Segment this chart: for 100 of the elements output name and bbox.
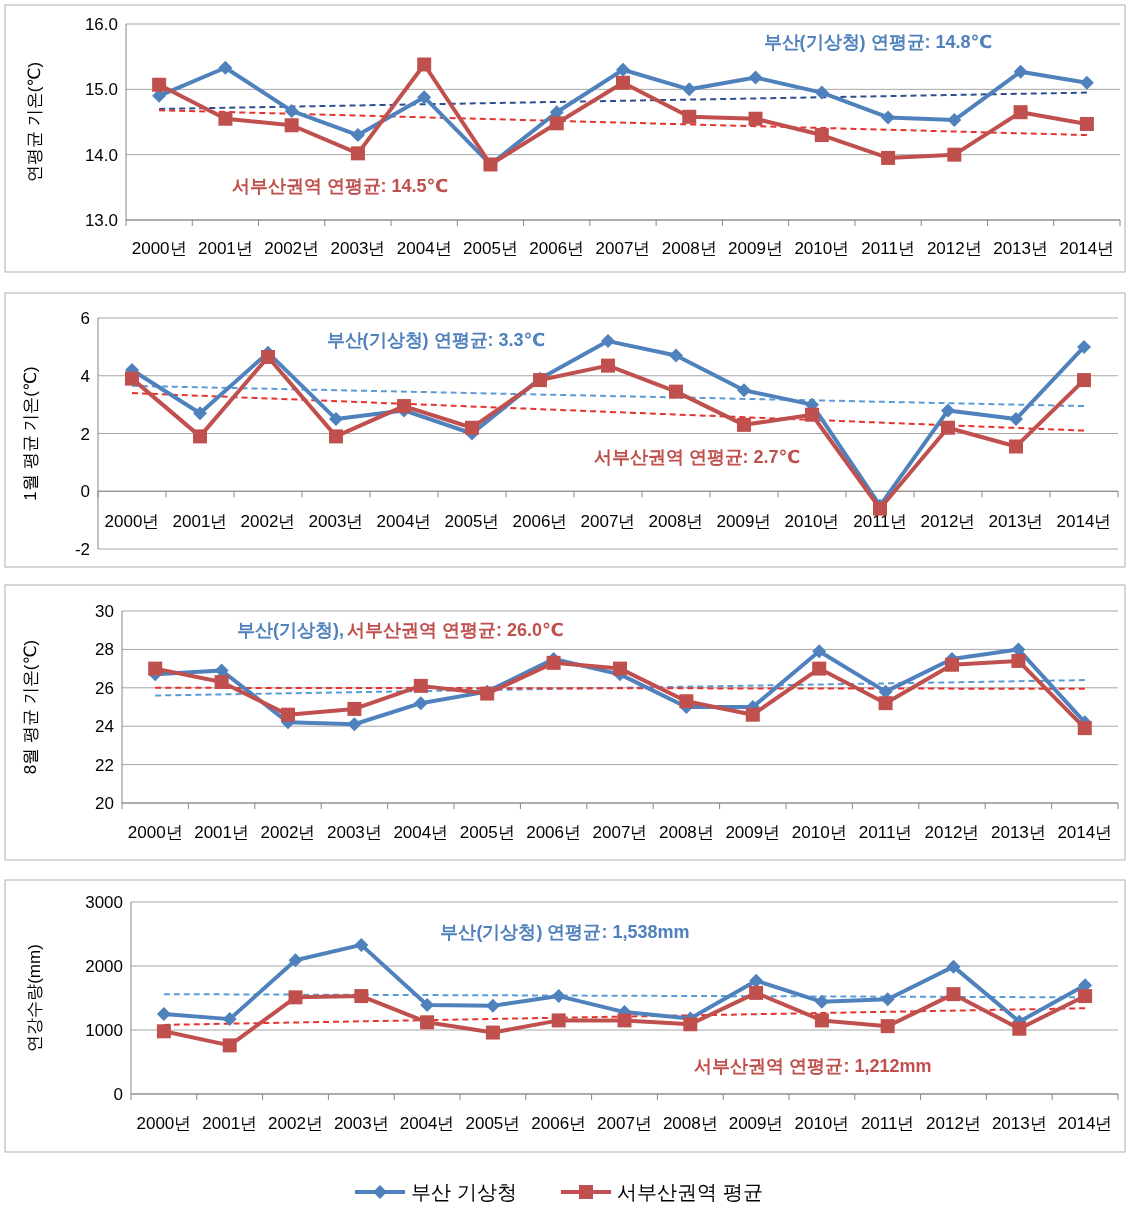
point <box>881 110 896 125</box>
y-tick-label: 0 <box>113 1085 123 1104</box>
point <box>941 420 955 435</box>
point <box>814 1013 829 1028</box>
point <box>1077 339 1091 354</box>
point <box>329 429 343 444</box>
point <box>683 1017 698 1032</box>
x-tick-label: 2000년 <box>136 1114 192 1133</box>
x-tick-label: 2000년 <box>104 512 160 532</box>
x-tick-label: 2008년 <box>661 239 717 258</box>
point <box>1012 1021 1027 1036</box>
point <box>347 701 362 716</box>
point <box>1013 105 1028 120</box>
point <box>737 383 751 398</box>
point <box>601 334 615 349</box>
point <box>616 62 630 77</box>
point <box>682 82 697 97</box>
y-tick-label: 3000 <box>85 893 123 912</box>
x-tick-label: 2007년 <box>580 512 636 532</box>
point <box>878 696 893 711</box>
x-tick-label: 2004년 <box>399 1114 455 1133</box>
point <box>1011 653 1026 668</box>
point <box>125 371 139 386</box>
point <box>748 70 763 85</box>
point <box>417 90 432 105</box>
x-tick-label: 2000년 <box>131 239 187 258</box>
point <box>413 696 428 711</box>
annotation: 부산(기상청) 연평균: 1,538mm <box>440 922 690 942</box>
x-tick-label: 2010년 <box>794 1114 850 1133</box>
x-tick-label: 2013년 <box>988 512 1044 532</box>
point <box>616 75 630 90</box>
point <box>1077 721 1092 736</box>
x-tick-label: 2007년 <box>592 823 648 842</box>
x-tick-label: 2011년 <box>853 512 907 532</box>
x-tick-label: 2007년 <box>595 239 651 258</box>
x-tick-label: 2011년 <box>860 1114 915 1133</box>
x-tick-label: 2003년 <box>308 512 364 532</box>
point <box>288 990 303 1005</box>
point <box>485 998 500 1013</box>
annotation: 부산(기상청) 연평균: 14.8℃ <box>763 32 993 52</box>
point <box>1079 75 1094 90</box>
annotation: 서부산권역 연평균: 2.7℃ <box>593 447 801 467</box>
x-tick-label: 2003년 <box>333 1114 389 1133</box>
x-tick-label: 2003년 <box>326 823 382 842</box>
point <box>941 403 955 418</box>
point <box>669 348 683 363</box>
x-tick-label: 2013년 <box>993 239 1049 258</box>
legend-label: 부산 기상청 <box>411 1181 517 1203</box>
point <box>222 1012 237 1027</box>
y-tick-label: 4 <box>80 366 90 386</box>
point <box>397 399 411 414</box>
x-tick-label: 2014년 <box>1059 239 1115 258</box>
x-tick-label: 2013년 <box>991 1114 1047 1133</box>
y-tick-label: 22 <box>95 755 114 775</box>
point <box>1078 989 1093 1004</box>
point <box>881 150 896 165</box>
y-tick-label: 28 <box>95 640 114 660</box>
point <box>549 116 564 131</box>
y-axis-title: 연평균 기온(℃) <box>25 61 44 183</box>
y-tick-label: 15.0 <box>84 80 118 100</box>
x-tick-label: 2009년 <box>728 1114 784 1133</box>
y-tick-label: 14.0 <box>84 145 118 165</box>
point <box>193 406 207 421</box>
x-tick-label: 2001년 <box>197 239 253 258</box>
x-tick-label: 2006년 <box>531 1114 587 1133</box>
x-tick-label: 2002년 <box>264 239 320 258</box>
point <box>748 111 763 126</box>
point <box>669 384 683 399</box>
point <box>350 128 365 143</box>
x-tick-label: 2006년 <box>529 239 585 258</box>
y-tick-label: 24 <box>95 717 114 737</box>
point <box>1013 64 1028 79</box>
point <box>281 707 295 722</box>
point <box>814 994 829 1009</box>
x-tick-label: 2002년 <box>260 823 316 842</box>
x-tick-label: 2001년 <box>194 823 250 842</box>
x-tick-label: 2001년 <box>202 1114 258 1133</box>
x-tick-label: 2005년 <box>444 512 500 532</box>
x-tick-label: 2008년 <box>648 512 704 532</box>
annotation: 서부산권역 연평균: 14.5℃ <box>231 176 449 196</box>
x-tick-label: 2014년 <box>1057 823 1113 842</box>
point <box>546 655 561 670</box>
y-tick-label: -2 <box>74 540 90 559</box>
point <box>193 429 207 444</box>
x-tick-label: 2014년 <box>1057 1114 1113 1133</box>
point <box>284 118 299 133</box>
x-tick-label: 2008년 <box>662 1114 718 1133</box>
point <box>945 657 959 672</box>
point <box>878 684 893 699</box>
x-tick-label: 2012년 <box>926 1114 981 1133</box>
point <box>946 987 961 1002</box>
point <box>156 1007 171 1021</box>
x-tick-label: 2006년 <box>512 512 568 532</box>
point <box>682 109 697 124</box>
point <box>152 77 167 92</box>
x-tick-label: 2009년 <box>716 512 772 532</box>
point <box>812 644 827 659</box>
y-axis-title: 8월 평균 기온(℃) <box>21 639 40 775</box>
point <box>214 675 229 690</box>
annotation: 서부산권역 연평균: 26.0℃ <box>347 620 564 640</box>
